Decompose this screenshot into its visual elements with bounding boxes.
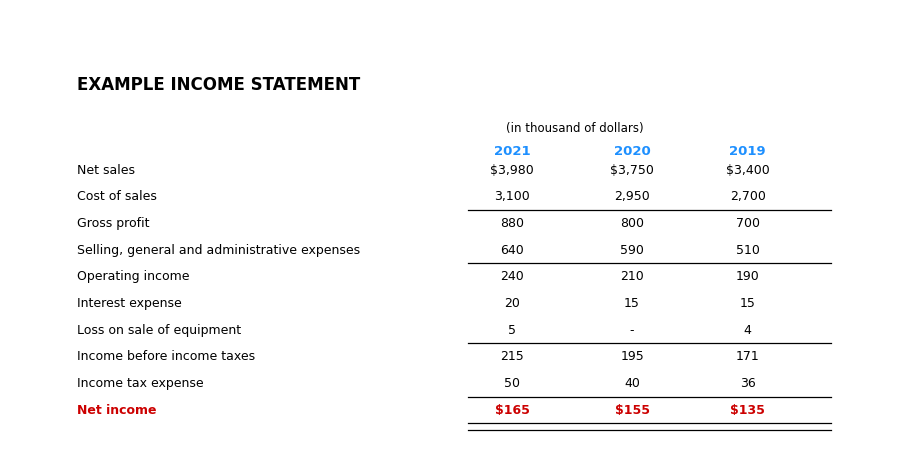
Text: 2,950: 2,950 — [613, 190, 649, 203]
Text: 50: 50 — [503, 376, 520, 389]
Text: 5: 5 — [508, 323, 515, 336]
Text: Loss on sale of equipment: Loss on sale of equipment — [77, 323, 241, 336]
Text: Income before income taxes: Income before income taxes — [77, 350, 254, 363]
Text: 2,700: 2,700 — [729, 190, 765, 203]
Text: 2021: 2021 — [493, 145, 529, 157]
Text: 880: 880 — [500, 217, 523, 230]
Text: 40: 40 — [623, 376, 640, 389]
Text: 210: 210 — [620, 270, 643, 283]
Text: Cost of sales: Cost of sales — [77, 190, 156, 203]
Text: Net income: Net income — [77, 403, 156, 416]
Text: 171: 171 — [735, 350, 759, 363]
Text: 2019: 2019 — [729, 145, 765, 157]
Text: $3,980: $3,980 — [490, 163, 533, 176]
Text: 2020: 2020 — [613, 145, 649, 157]
Text: 15: 15 — [623, 297, 640, 309]
Text: Operating income: Operating income — [77, 270, 189, 283]
Text: $155: $155 — [614, 403, 649, 416]
Text: 15: 15 — [739, 297, 755, 309]
Text: 20: 20 — [503, 297, 520, 309]
Text: 215: 215 — [500, 350, 523, 363]
Text: $165: $165 — [494, 403, 529, 416]
Text: $135: $135 — [730, 403, 764, 416]
Text: 36: 36 — [739, 376, 755, 389]
Text: Income tax expense: Income tax expense — [77, 376, 203, 389]
Text: Interest expense: Interest expense — [77, 297, 181, 309]
Text: 590: 590 — [620, 243, 643, 256]
Text: 4: 4 — [743, 323, 750, 336]
Text: 640: 640 — [500, 243, 523, 256]
Text: (in thousand of dollars): (in thousand of dollars) — [506, 122, 643, 134]
Text: $3,750: $3,750 — [610, 163, 653, 176]
Text: 240: 240 — [500, 270, 523, 283]
Text: 800: 800 — [620, 217, 643, 230]
Text: 3,100: 3,100 — [493, 190, 529, 203]
Text: $3,400: $3,400 — [725, 163, 769, 176]
Text: Gross profit: Gross profit — [77, 217, 149, 230]
Text: Net sales: Net sales — [77, 163, 134, 176]
Text: EXAMPLE INCOME STATEMENT: EXAMPLE INCOME STATEMENT — [77, 76, 360, 94]
Text: 195: 195 — [620, 350, 643, 363]
Text: 510: 510 — [735, 243, 759, 256]
Text: 700: 700 — [735, 217, 759, 230]
Text: 190: 190 — [735, 270, 759, 283]
Text: -: - — [630, 323, 633, 336]
Text: Selling, general and administrative expenses: Selling, general and administrative expe… — [77, 243, 360, 256]
